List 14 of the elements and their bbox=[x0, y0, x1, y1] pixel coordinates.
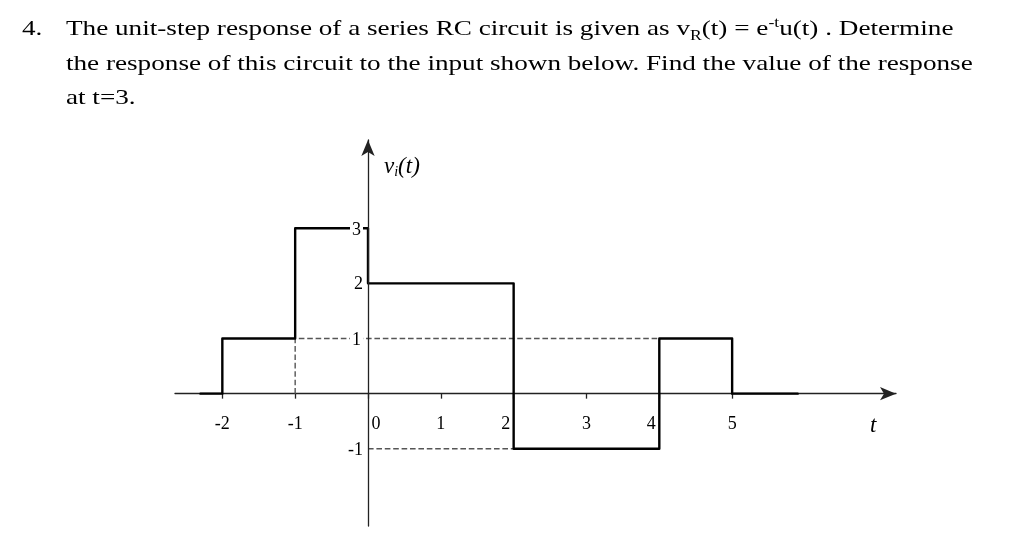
x-tick-label: 4 bbox=[646, 412, 656, 433]
y-tick-label: 2 bbox=[353, 273, 363, 294]
x-tick-label: -2 bbox=[214, 412, 230, 433]
x-tick-label: 1 bbox=[436, 412, 446, 433]
x-tick-label: 0 bbox=[371, 412, 381, 433]
x-tick-label: 5 bbox=[727, 412, 737, 433]
x-tick-label: -1 bbox=[287, 412, 303, 433]
y-tick-label: -1 bbox=[347, 438, 363, 459]
y-tick-label: 1 bbox=[351, 329, 361, 350]
x-tick-label: 2 bbox=[501, 412, 511, 433]
y-tick-label: 3 bbox=[351, 218, 361, 239]
x-tick-label: 3 bbox=[581, 412, 591, 433]
x-axis-title: t bbox=[870, 412, 877, 438]
chart-title: 4. The unit-step response of a series RC circuit is given as v$_{R}$(t) = e$^{-t}$u(t) . Determine the response of this circuit to the input shown below. Find the value of the response at t=3. bbox=[22, 12, 974, 111]
